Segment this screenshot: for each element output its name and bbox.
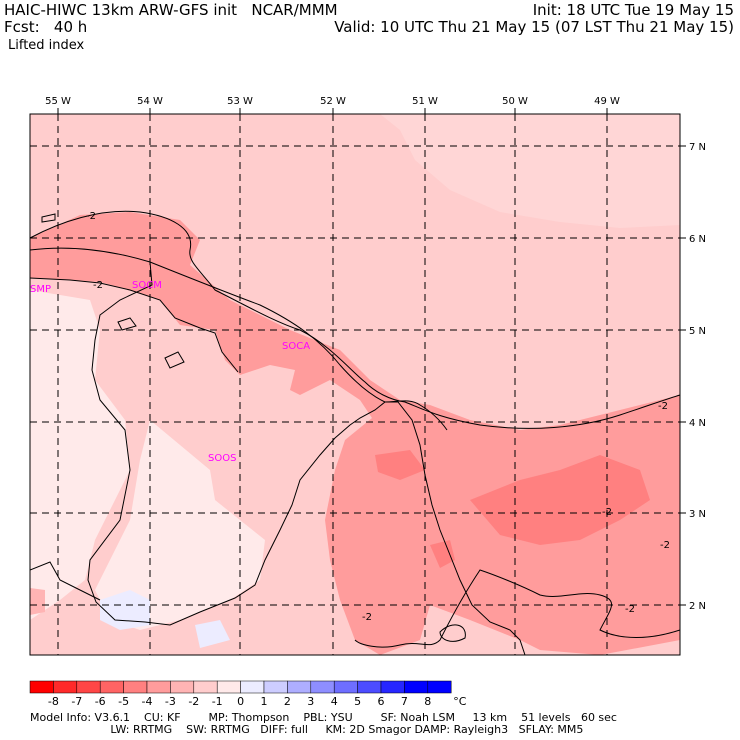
shading-positive-2 bbox=[195, 620, 230, 648]
colorbar-swatch bbox=[146, 680, 171, 694]
colorbar-swatch bbox=[333, 680, 358, 694]
lat-label: 2 N bbox=[689, 601, 706, 612]
colorbar-tick-label: 7 bbox=[401, 695, 408, 708]
contour-labels: -2 -2 -2 -2 -2 -2 -2 bbox=[86, 211, 670, 623]
lon-label: 55 W bbox=[45, 96, 71, 107]
colorbar-swatch bbox=[357, 680, 382, 694]
lon-label: 50 W bbox=[502, 96, 528, 107]
lon-label: 49 W bbox=[594, 96, 620, 107]
lon-label: 53 W bbox=[227, 96, 253, 107]
contour-label: -2 bbox=[625, 604, 635, 615]
contour-blob-1 bbox=[117, 317, 137, 331]
colorbar: -8 -7 -6 -5 -4 -3 -2 -1 0 1 2 3 4 5 6 7 8 °C bbox=[29, 680, 467, 708]
contour-label: -2 bbox=[658, 401, 668, 412]
colorbar-swatch bbox=[263, 680, 288, 694]
contour-label: -2 bbox=[93, 280, 103, 291]
contour-blob-4 bbox=[41, 213, 56, 223]
contour-blob-3 bbox=[439, 624, 466, 642]
border-suriname-guiana bbox=[385, 401, 526, 655]
contour-line-south bbox=[354, 569, 680, 648]
lat-label: 5 N bbox=[689, 326, 706, 337]
lat-label: 3 N bbox=[689, 509, 706, 520]
lat-label: 7 N bbox=[689, 142, 706, 153]
colorbar-tick-label: 8 bbox=[424, 695, 431, 708]
shading-coastal bbox=[30, 212, 680, 655]
contour-line-north bbox=[30, 210, 680, 429]
valid-time: Valid: 10 UTC Thu 21 May 15 (07 LST Thu … bbox=[334, 18, 734, 36]
contour-label: -2 bbox=[362, 612, 372, 623]
colorbar-tick-label: -8 bbox=[48, 695, 59, 708]
colorbar-tick-label: 4 bbox=[331, 695, 338, 708]
colorbar-swatch bbox=[193, 680, 218, 694]
shaded-field bbox=[30, 114, 680, 655]
shading-pocket-3 bbox=[430, 540, 455, 568]
contour-label: -2 bbox=[86, 211, 96, 222]
colorbar-tick-label: -1 bbox=[212, 695, 223, 708]
colorbar-swatch bbox=[404, 680, 429, 694]
colorbar-tick-label: 0 bbox=[237, 695, 244, 708]
colorbar-tick-label: -5 bbox=[118, 695, 129, 708]
lat-label: 6 N bbox=[689, 234, 706, 245]
lon-label: 52 W bbox=[320, 96, 346, 107]
colorbar-swatch bbox=[287, 680, 312, 694]
colorbar-tick-label: 5 bbox=[354, 695, 361, 708]
init-time: Init: 18 UTC Tue 19 May 15 bbox=[532, 1, 734, 19]
shading-pocket-2 bbox=[375, 450, 425, 480]
contours bbox=[30, 210, 680, 648]
station-label: SMP bbox=[30, 284, 51, 295]
model-info-line-1: Model Info: V3.6.1 CU: KF MP: Thompson P… bbox=[30, 711, 617, 724]
shading-positive-1 bbox=[100, 590, 150, 630]
coastline bbox=[30, 247, 448, 431]
colorbar-tick-label: -7 bbox=[71, 695, 82, 708]
colorbar-swatch bbox=[240, 680, 265, 694]
forecast-hour: Fcst: 40 h bbox=[4, 18, 88, 36]
colorbar-tick-label: -2 bbox=[188, 695, 199, 708]
colorbar-swatch bbox=[99, 680, 124, 694]
colorbar-tick-label: -4 bbox=[142, 695, 153, 708]
colorbar-tick-label: -3 bbox=[165, 695, 176, 708]
colorbar-swatch bbox=[123, 680, 148, 694]
colorbar-swatch bbox=[29, 680, 54, 694]
station-label: SOOS bbox=[208, 453, 236, 464]
colorbar-tick-label: -6 bbox=[95, 695, 106, 708]
plot-title: HAIC-HIWC 13km ARW-GFS init NCAR/MMM bbox=[4, 1, 338, 19]
lon-label: 51 W bbox=[412, 96, 438, 107]
map-frame bbox=[29, 113, 681, 656]
contour-label: -2 bbox=[660, 540, 670, 551]
colorbar-swatch bbox=[216, 680, 241, 694]
colorbar-swatch bbox=[170, 680, 195, 694]
colorbar-swatch bbox=[427, 680, 452, 694]
border-west-fragment bbox=[30, 561, 101, 601]
colorbar-swatch bbox=[76, 680, 101, 694]
contour-label: -2 bbox=[602, 507, 612, 518]
shading-weak bbox=[30, 290, 265, 630]
longitude-labels: 55 W 54 W 53 W 52 W 51 W 50 W 49 W bbox=[45, 96, 620, 107]
station-label: SOCA bbox=[282, 341, 310, 352]
contour-line-west bbox=[30, 277, 239, 373]
lon-label: 54 W bbox=[137, 96, 163, 107]
colorbar-tick-label: 2 bbox=[284, 695, 291, 708]
contour-blob-2 bbox=[164, 351, 185, 369]
station-labels: SMP SOCM SOCA SOOS bbox=[30, 280, 310, 464]
colorbar-tick-label: 6 bbox=[378, 695, 385, 708]
colorbar-tick-label: 1 bbox=[261, 695, 268, 708]
colorbar-swatch bbox=[310, 680, 335, 694]
tick-marks bbox=[57, 108, 686, 606]
shading-sw-edge bbox=[30, 588, 45, 615]
model-info-line-2: LW: RRTMG SW: RRTMG DIFF: full KM: 2D Sm… bbox=[30, 723, 584, 736]
coastlines-borders bbox=[30, 247, 526, 655]
station-label: SOCM bbox=[132, 280, 162, 291]
lat-lon-grid bbox=[30, 114, 680, 655]
lat-label: 4 N bbox=[689, 418, 706, 429]
latitude-labels: 7 N 6 N 5 N 4 N 3 N 2 N bbox=[689, 142, 706, 612]
colorbar-swatch bbox=[53, 680, 78, 694]
border-guyana-suriname bbox=[87, 261, 386, 626]
colorbar-tick-label: 3 bbox=[307, 695, 314, 708]
colorbar-unit: °C bbox=[453, 695, 467, 708]
shading-offshore bbox=[380, 114, 680, 228]
field-name: Lifted index bbox=[8, 38, 85, 53]
colorbar-swatch bbox=[380, 680, 405, 694]
